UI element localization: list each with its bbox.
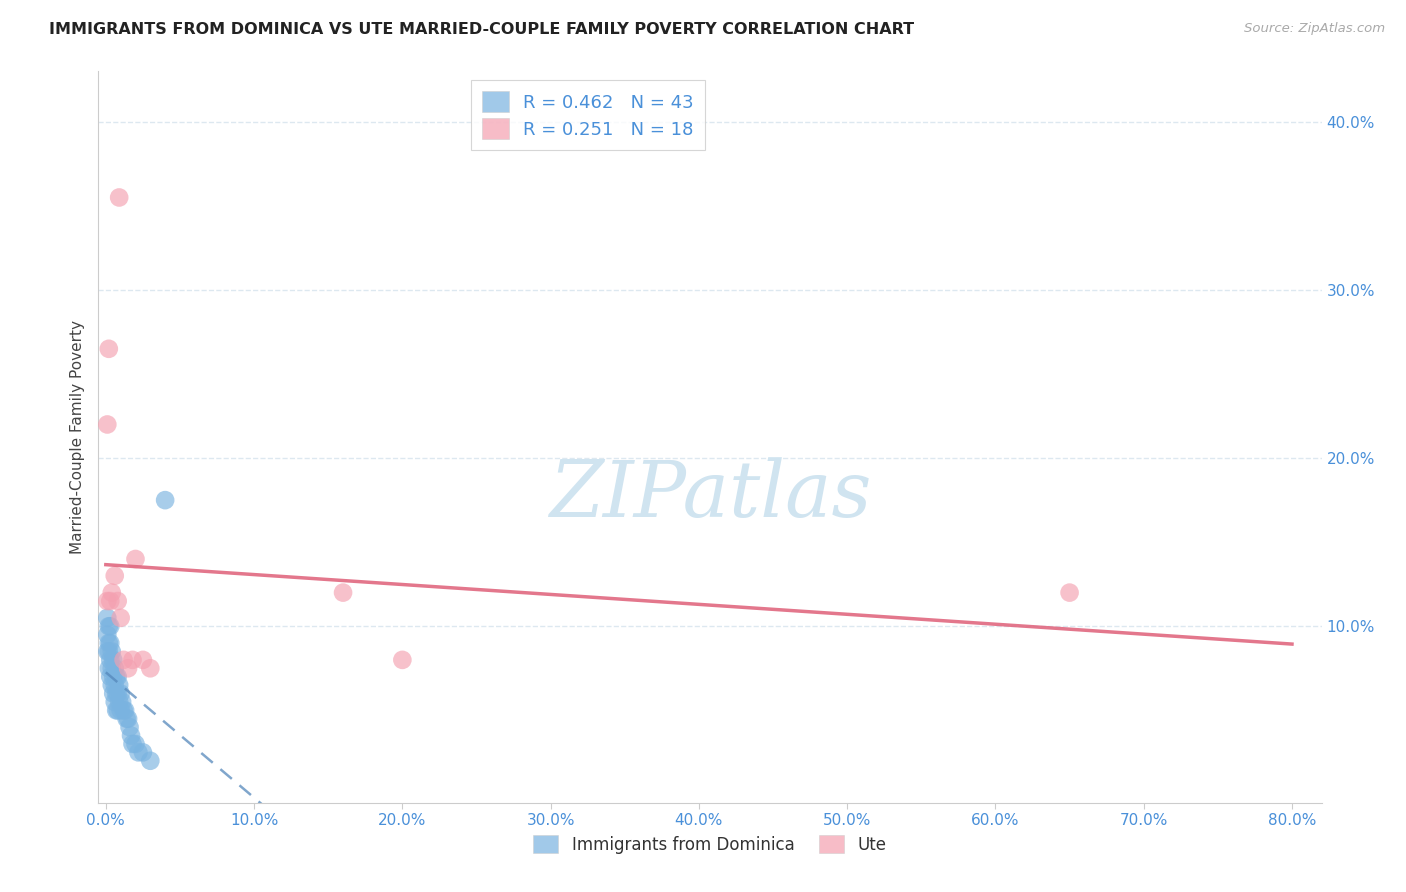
Point [96, 644, 118, 658]
Point [111, 695, 134, 709]
Point [132, 653, 155, 667]
Point [153, 493, 176, 508]
Point [104, 569, 127, 583]
Text: Source: ZipAtlas.com: Source: ZipAtlas.com [1244, 22, 1385, 36]
Text: IMMIGRANTS FROM DOMINICA VS UTE MARRIED-COUPLE FAMILY POVERTY CORRELATION CHART: IMMIGRANTS FROM DOMINICA VS UTE MARRIED-… [49, 22, 914, 37]
Point [124, 552, 146, 566]
Point [105, 686, 128, 700]
Point [107, 686, 129, 700]
Point [97, 619, 120, 633]
Point [391, 653, 413, 667]
Point [121, 737, 143, 751]
Point [97, 636, 120, 650]
Point [100, 678, 122, 692]
Point [107, 703, 129, 717]
Point [118, 720, 141, 734]
Point [100, 661, 122, 675]
Point [110, 611, 132, 625]
Point [98, 653, 121, 667]
Point [132, 745, 155, 759]
Point [139, 661, 162, 675]
Point [127, 745, 149, 759]
Point [1059, 585, 1081, 599]
Point [97, 342, 120, 356]
Point [108, 695, 131, 709]
Point [103, 670, 125, 684]
Legend: Immigrants from Dominica, Ute: Immigrants from Dominica, Ute [527, 829, 893, 860]
Point [115, 712, 138, 726]
Point [112, 703, 135, 717]
Point [117, 712, 139, 726]
Point [114, 703, 136, 717]
Point [108, 190, 131, 204]
Point [104, 695, 127, 709]
Point [332, 585, 354, 599]
Point [96, 611, 118, 625]
Point [104, 661, 127, 675]
Point [96, 627, 118, 641]
Point [107, 594, 129, 608]
Point [100, 585, 122, 599]
Point [104, 678, 127, 692]
Point [110, 686, 132, 700]
Point [121, 653, 143, 667]
Point [98, 619, 121, 633]
Point [97, 644, 120, 658]
Point [96, 417, 118, 432]
Point [98, 636, 121, 650]
Point [112, 653, 135, 667]
Point [97, 661, 120, 675]
Point [96, 594, 118, 608]
Point [105, 670, 128, 684]
Point [108, 678, 131, 692]
Point [110, 703, 132, 717]
Point [120, 729, 142, 743]
Point [117, 661, 139, 675]
Point [103, 653, 125, 667]
Point [98, 594, 121, 608]
Point [124, 737, 146, 751]
Point [139, 754, 162, 768]
Point [105, 703, 128, 717]
Point [103, 686, 125, 700]
Point [107, 670, 129, 684]
Text: ZIPatlas: ZIPatlas [548, 458, 872, 533]
Point [100, 644, 122, 658]
Y-axis label: Married-Couple Family Poverty: Married-Couple Family Poverty [69, 320, 84, 554]
Point [98, 670, 121, 684]
